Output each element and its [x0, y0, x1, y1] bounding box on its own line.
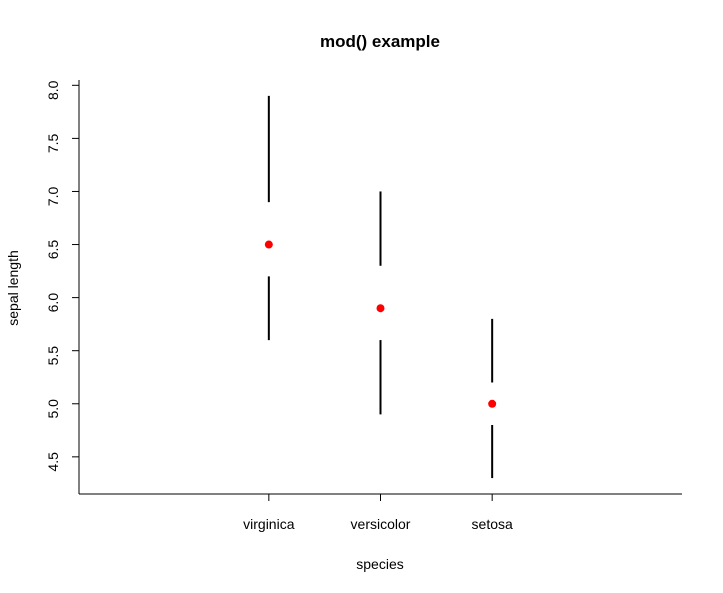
data-marks — [264, 95, 497, 479]
y-tick-label: 6.0 — [45, 293, 61, 313]
y-tick-label: 6.5 — [45, 240, 61, 260]
y-tick-label: 4.5 — [45, 452, 61, 472]
chart-title: mod() example — [320, 32, 440, 51]
median-point — [488, 399, 497, 408]
median-point — [264, 240, 273, 249]
x-tick-label: versicolor — [351, 516, 411, 532]
y-tick-label: 7.0 — [45, 187, 61, 207]
x-tick-label: virginica — [243, 516, 295, 532]
y-tick-label: 5.0 — [45, 399, 61, 419]
x-axis-ticks: virginica versicolor setosa — [243, 494, 513, 532]
y-axis-label: sepal length — [5, 250, 21, 326]
median-point — [376, 304, 385, 313]
y-tick-label: 8.0 — [45, 80, 61, 100]
x-axis-label: species — [356, 556, 403, 572]
y-axis-ticks: 4.5 5.0 5.5 6.0 6.5 7.0 7.5 8.0 — [45, 80, 79, 472]
y-tick-label: 5.5 — [45, 346, 61, 366]
y-tick-label: 7.5 — [45, 133, 61, 153]
x-tick-label: setosa — [472, 516, 513, 532]
